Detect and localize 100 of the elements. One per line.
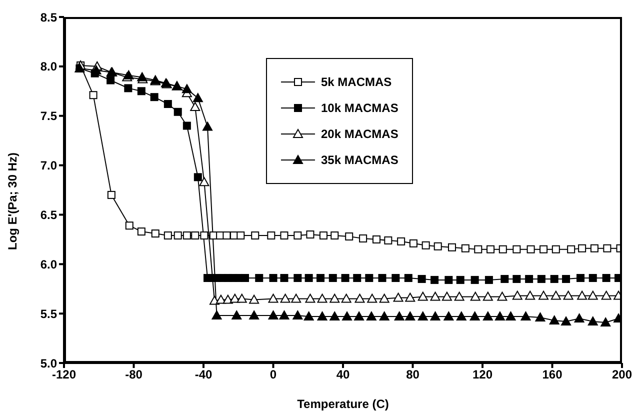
- point: [588, 274, 597, 282]
- point: [537, 274, 546, 283]
- point: [600, 317, 611, 326]
- point: [474, 245, 482, 254]
- point: [330, 231, 339, 240]
- point: [444, 276, 453, 284]
- point: [470, 292, 480, 301]
- point: [418, 274, 426, 283]
- point: [236, 231, 245, 240]
- point: [151, 229, 160, 238]
- point: [316, 274, 325, 282]
- point: [269, 274, 278, 282]
- point: [182, 231, 191, 240]
- point: [588, 316, 598, 326]
- point: [212, 310, 222, 320]
- point: [150, 93, 158, 102]
- point: [550, 274, 558, 283]
- x-tick-label: 0: [270, 368, 277, 382]
- point: [366, 312, 376, 321]
- point: [319, 231, 328, 240]
- point: [354, 294, 365, 303]
- y-tick-label: 6.0: [40, 257, 58, 272]
- point: [107, 190, 116, 199]
- point: [379, 294, 390, 303]
- point: [540, 245, 548, 254]
- point: [393, 292, 404, 302]
- point: [506, 312, 516, 321]
- point: [353, 274, 362, 282]
- x-tick-label: 160: [542, 368, 563, 382]
- point: [330, 294, 340, 303]
- x-tick-label: 40: [336, 368, 350, 382]
- point: [456, 312, 466, 321]
- point: [232, 310, 242, 320]
- point: [306, 230, 314, 238]
- point: [365, 274, 374, 282]
- point: [279, 310, 290, 320]
- point: [456, 276, 464, 284]
- point: [525, 290, 536, 300]
- point: [182, 122, 191, 130]
- point: [486, 245, 495, 254]
- point: [305, 294, 316, 303]
- point: [124, 84, 132, 92]
- point: [482, 292, 493, 301]
- x-tick-label: 120: [472, 368, 493, 382]
- point: [292, 310, 303, 320]
- point: [182, 84, 192, 94]
- y-tick-label: 5.5: [40, 306, 58, 321]
- point: [444, 312, 454, 321]
- point: [461, 244, 470, 252]
- point: [550, 290, 561, 300]
- point: [317, 294, 328, 303]
- point: [106, 76, 115, 84]
- point: [202, 122, 213, 131]
- point: [512, 290, 522, 300]
- point: [590, 244, 598, 252]
- point: [341, 294, 352, 303]
- point: [280, 231, 288, 240]
- point: [561, 316, 572, 326]
- point: [577, 290, 588, 300]
- point: [359, 234, 368, 242]
- point: [294, 274, 302, 282]
- point: [137, 87, 146, 96]
- point: [164, 100, 172, 108]
- legend-label: 20k MACMAS: [321, 127, 398, 141]
- point: [454, 292, 464, 301]
- point: [268, 310, 278, 320]
- point: [484, 276, 493, 284]
- point: [588, 290, 598, 300]
- x-tick-label: -80: [125, 368, 143, 382]
- y-tick-label: 7.5: [40, 109, 58, 124]
- point: [249, 294, 260, 304]
- point: [379, 312, 390, 321]
- point: [535, 312, 546, 322]
- point: [345, 232, 354, 240]
- point: [562, 274, 570, 283]
- point: [520, 312, 531, 321]
- point: [430, 276, 439, 284]
- point: [498, 245, 507, 254]
- point: [552, 245, 560, 254]
- point: [470, 312, 480, 321]
- point: [497, 292, 508, 301]
- point: [192, 93, 203, 102]
- point: [378, 274, 386, 282]
- point: [578, 244, 586, 252]
- point: [174, 108, 182, 116]
- point: [137, 228, 146, 236]
- x-tick-label: -120: [52, 368, 76, 382]
- point: [512, 245, 521, 254]
- point: [241, 274, 249, 282]
- point: [328, 274, 337, 282]
- point: [525, 274, 534, 283]
- point: [174, 231, 182, 240]
- point: [409, 239, 418, 248]
- point: [304, 312, 314, 321]
- point: [236, 294, 247, 303]
- point: [304, 274, 313, 282]
- point: [512, 274, 521, 283]
- point: [342, 312, 352, 321]
- point: [563, 290, 574, 300]
- point: [280, 274, 288, 282]
